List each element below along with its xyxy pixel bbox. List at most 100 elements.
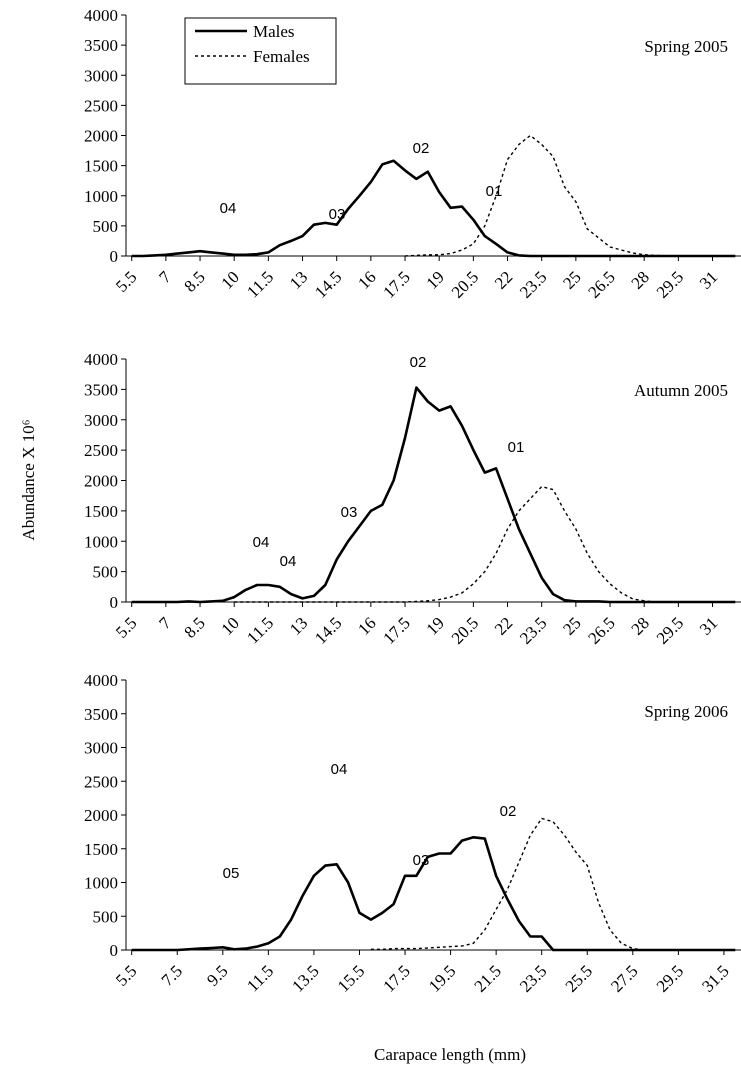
y-tick-label: 3000 [84,66,118,85]
x-tick-label: 10 [218,613,243,638]
x-tick-label: 21.5 [470,961,504,995]
cohort-label: 02 [413,140,430,157]
y-tick-label: 4000 [84,350,118,369]
x-tick-label: 19.5 [425,961,459,995]
panel-title: Spring 2006 [644,702,728,721]
x-tick-label: 13 [286,613,311,638]
y-tick-label: 3500 [84,36,118,55]
x-tick-label: 5.5 [112,267,140,295]
x-tick-label: 31 [696,267,721,292]
y-tick-label: 1500 [84,502,118,521]
x-tick-label: 25 [559,613,584,638]
x-tick-label: 10 [218,267,243,292]
series-line [131,159,736,258]
x-tick-label: 22 [491,613,516,638]
x-tick-label: 29.5 [653,613,687,647]
y-tick-label: 1500 [84,157,118,176]
x-tick-label: 15.5 [334,961,368,995]
y-tick-label: 0 [110,941,119,960]
x-tick-label: 22 [491,267,516,292]
cohort-label: 01 [486,183,503,200]
y-tick-label: 1000 [84,187,118,206]
y-tick-label: 500 [93,907,119,926]
series-line [131,836,736,952]
y-tick-label: 1500 [84,840,118,859]
y-tick-label: 2000 [84,127,118,146]
x-tick-label: 17.5 [379,267,413,301]
x-tick-label: 14.5 [311,613,345,647]
x-tick-label: 23.5 [516,961,550,995]
y-tick-label: 500 [93,563,119,582]
y-tick-label: 4000 [84,671,118,690]
y-tick-label: 0 [110,593,119,612]
x-tick-label: 20.5 [448,613,482,647]
x-tick-label: 11.5 [243,613,277,647]
legend-label: Males [253,22,295,41]
x-tick-label: 17.5 [379,961,413,995]
y-tick-label: 1000 [84,532,118,551]
x-tick-label: 29.5 [653,267,687,301]
cohort-label: 04 [280,553,297,570]
cohort-label: 02 [500,803,517,820]
legend-label: Females [253,47,310,66]
x-tick-label: 9.5 [203,961,231,989]
x-tick-label: 29.5 [653,961,687,995]
y-tick-label: 3000 [84,739,118,758]
y-tick-label: 3000 [84,411,118,430]
x-tick-label: 5.5 [112,613,140,641]
series-line [404,134,736,257]
series-line [370,817,736,951]
x-tick-label: 8.5 [180,613,208,641]
panel-title: Autumn 2005 [634,381,728,400]
x-tick-label: 28 [628,613,653,638]
x-tick-label: 23.5 [516,613,550,647]
y-tick-label: 2000 [84,472,118,491]
x-tick-label: 16 [354,613,379,638]
x-tick-label: 25.5 [562,961,596,995]
cohort-label: 03 [341,504,358,521]
x-tick-label: 7 [155,613,175,633]
x-tick-label: 13 [286,267,311,292]
x-tick-label: 16 [354,267,379,292]
y-tick-label: 1000 [84,874,118,893]
cohort-label: 04 [331,761,348,778]
y-tick-label: 0 [110,247,119,266]
x-tick-label: 27.5 [607,961,641,995]
x-tick-label: 23.5 [516,267,550,301]
cohort-label: 03 [329,206,346,223]
panel-title: Spring 2005 [644,37,728,56]
x-tick-label: 5.5 [112,961,140,989]
cohort-label: 04 [253,534,270,551]
x-tick-label: 7.5 [158,961,186,989]
x-tick-label: 31.5 [698,961,732,995]
cohort-label: 02 [410,354,427,371]
y-tick-label: 2500 [84,441,118,460]
legend-box [184,17,337,85]
x-tick-label: 11.5 [243,267,277,301]
legend: Males Females [184,17,337,85]
x-tick-label: 17.5 [379,613,413,647]
series-line [234,485,736,603]
cohort-label: 05 [223,865,240,882]
x-axis-label: Carapace length (mm) [374,1045,526,1064]
x-tick-label: 14.5 [311,267,345,301]
y-axis-label: Abundance X 10⁶ [19,419,38,540]
x-tick-label: 8.5 [180,267,208,295]
y-tick-label: 3500 [84,380,118,399]
x-tick-label: 26.5 [584,267,618,301]
x-tick-label: 19 [423,613,448,638]
cohort-label: 01 [508,439,525,456]
y-tick-label: 4000 [84,6,118,25]
y-tick-label: 2500 [84,772,118,791]
x-tick-label: 20.5 [448,267,482,301]
x-tick-label: 26.5 [584,613,618,647]
x-tick-label: 19 [423,267,448,292]
x-tick-label: 13.5 [288,961,322,995]
x-tick-label: 28 [628,267,653,292]
x-tick-label: 7 [155,267,175,287]
y-tick-label: 3500 [84,705,118,724]
cohort-label: 03 [413,852,430,869]
y-tick-label: 2500 [84,96,118,115]
x-tick-label: 31 [696,613,721,638]
